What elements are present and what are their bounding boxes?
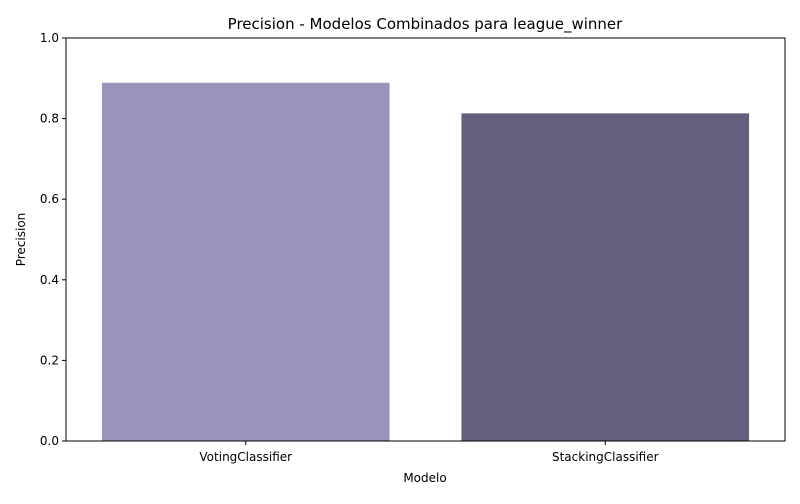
bar-stackingclassifier	[461, 113, 750, 442]
bars-group	[101, 82, 750, 442]
x-tick-label: StackingClassifier	[552, 450, 659, 464]
x-axis-ticks: VotingClassifier StackingClassifier	[199, 441, 659, 464]
y-axis-ticks: 0.0 0.2 0.4 0.6 0.8 1.0	[40, 31, 66, 448]
y-axis-label: Precision	[14, 213, 28, 267]
y-tick-label: 1.0	[40, 31, 59, 45]
plot-frame	[65, 37, 786, 442]
y-tick-label: 0.4	[40, 273, 59, 287]
bar-votingclassifier	[101, 82, 390, 441]
y-tick-label: 0.2	[40, 353, 59, 367]
y-tick-label: 0.6	[40, 192, 59, 206]
x-tick-label: VotingClassifier	[199, 450, 292, 464]
y-tick-label: 0.0	[40, 434, 59, 448]
chart-title: Precision - Modelos Combinados para leag…	[228, 15, 623, 34]
y-tick-label: 0.8	[40, 112, 59, 126]
x-axis-label: Modelo	[403, 471, 446, 485]
